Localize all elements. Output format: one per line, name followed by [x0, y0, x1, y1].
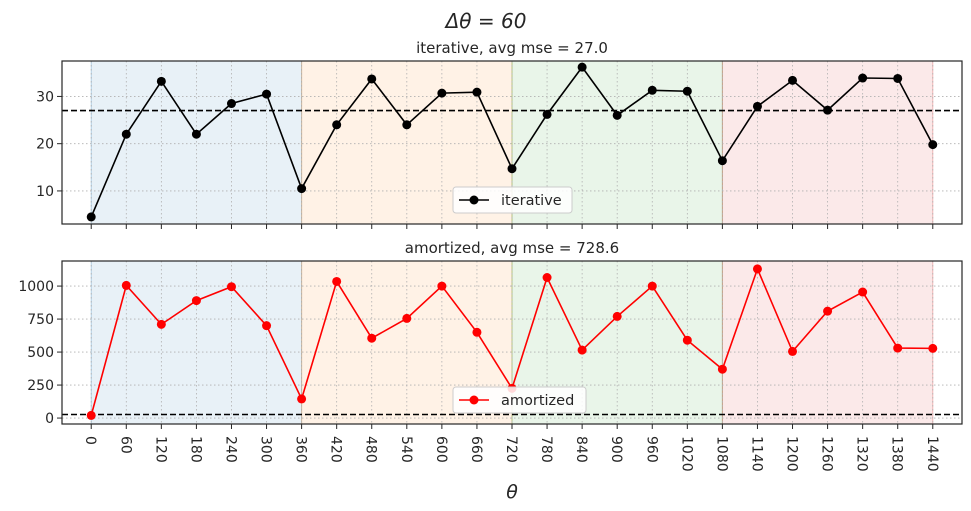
bottom-data-point — [682, 335, 692, 345]
bottom-data-point — [752, 264, 762, 274]
top-data-point — [717, 156, 727, 166]
xtick-label: 420 — [328, 436, 344, 463]
bottom-ytick-label: 250 — [27, 378, 54, 394]
top-data-point — [823, 105, 833, 115]
bottom-legend-label: amortized — [501, 393, 574, 409]
xtick-label: 960 — [643, 436, 659, 463]
top-data-point — [507, 164, 517, 174]
top-data-point — [542, 109, 552, 119]
top-data-point — [472, 87, 482, 97]
top-data-point — [893, 73, 903, 83]
top-data-point — [121, 129, 131, 139]
xtick-label: 0 — [82, 436, 98, 445]
bottom-data-point — [297, 394, 307, 404]
bottom-legend-box — [452, 386, 587, 414]
bottom-data-point — [402, 313, 412, 323]
top-data-point — [858, 73, 868, 83]
xtick-label: 480 — [363, 436, 379, 463]
bottom-data-point — [542, 272, 552, 282]
bottom-data-point — [858, 287, 868, 297]
top-data-point — [262, 89, 272, 99]
bottom-subplot-title: amortized, avg mse = 728.6 — [405, 239, 619, 257]
top-data-point — [612, 110, 622, 120]
xtick-label: 1380 — [889, 436, 905, 472]
bottom-data-point — [472, 327, 482, 337]
top-data-point — [297, 184, 307, 194]
xtick-label: 1260 — [819, 436, 835, 472]
top-ytick-label: 10 — [36, 184, 54, 200]
xtick-label: 240 — [222, 436, 238, 463]
bottom-data-point — [332, 276, 342, 286]
bottom-data-point — [823, 306, 833, 316]
xtick-label: 300 — [258, 436, 274, 463]
bottom-data-point — [262, 321, 272, 331]
xtick-label: 780 — [538, 436, 554, 463]
bottom-ytick-label: 0 — [45, 411, 54, 427]
bottom-ytick-label: 750 — [27, 312, 54, 328]
top-data-point — [156, 76, 166, 86]
xtick-label: 1080 — [713, 436, 729, 472]
bottom-ytick-label: 1000 — [18, 279, 54, 295]
xtick-label: 900 — [608, 436, 624, 463]
bottom-data-point — [367, 333, 377, 343]
xtick-label: 1320 — [854, 436, 870, 472]
x-axis-label: θ — [506, 481, 518, 503]
top-data-point — [437, 88, 447, 98]
top-data-point — [928, 140, 938, 150]
top-data-point — [402, 120, 412, 130]
bottom-ytick-label: 500 — [27, 345, 54, 361]
bottom-data-point — [612, 311, 622, 321]
figure-suptitle: Δθ = 60 — [444, 9, 527, 33]
bottom-data-point — [647, 281, 657, 291]
top-subplot: iterative, avg mse = 27.0 10 20 30 iterativ… — [36, 39, 963, 229]
top-data-point — [86, 212, 96, 222]
xtick-label: 600 — [433, 436, 449, 463]
bottom-data-point — [156, 319, 166, 329]
top-data-point — [788, 75, 798, 85]
xtick-label: 180 — [187, 436, 203, 463]
bottom-data-point — [437, 281, 447, 291]
top-data-point — [226, 99, 236, 109]
bottom-subplot: amortized, avg mse = 728.6 0 250 500 750 100… — [18, 239, 963, 472]
top-data-point — [191, 129, 201, 139]
bottom-data-point — [928, 343, 938, 353]
xtick-label: 720 — [503, 436, 519, 463]
xtick-label: 540 — [398, 436, 414, 463]
top-data-point — [682, 86, 692, 96]
bottom-data-point — [226, 282, 236, 292]
bottom-data-point — [788, 346, 798, 356]
bottom-data-point — [191, 296, 201, 306]
bottom-data-point — [121, 280, 131, 290]
xtick-label: 660 — [468, 436, 484, 463]
xtick-label: 360 — [293, 436, 309, 463]
xtick-label: 1200 — [784, 436, 800, 472]
xtick-label: 1020 — [678, 436, 694, 472]
top-legend-box — [452, 186, 573, 214]
top-legend-label: iterative — [501, 193, 562, 209]
xtick-label: 1140 — [748, 436, 764, 472]
top-ytick-label: 20 — [36, 137, 54, 153]
top-data-point — [577, 62, 587, 72]
top-data-point — [332, 120, 342, 130]
xtick-label: 120 — [152, 436, 168, 463]
top-data-point — [752, 101, 762, 111]
bottom-legend-marker — [469, 395, 479, 405]
top-ytick-label: 30 — [36, 89, 54, 105]
bottom-data-point — [577, 345, 587, 355]
xtick-label: 1440 — [924, 436, 940, 472]
bottom-data-point — [717, 364, 727, 374]
top-legend-marker — [469, 195, 479, 205]
top-data-point — [647, 85, 657, 95]
top-data-point — [367, 74, 377, 84]
bottom-data-point — [893, 343, 903, 353]
top-subplot-title: iterative, avg mse = 27.0 — [416, 39, 608, 57]
xtick-label: 60 — [117, 436, 133, 454]
bottom-data-point — [86, 410, 96, 420]
xtick-label: 840 — [573, 436, 589, 463]
